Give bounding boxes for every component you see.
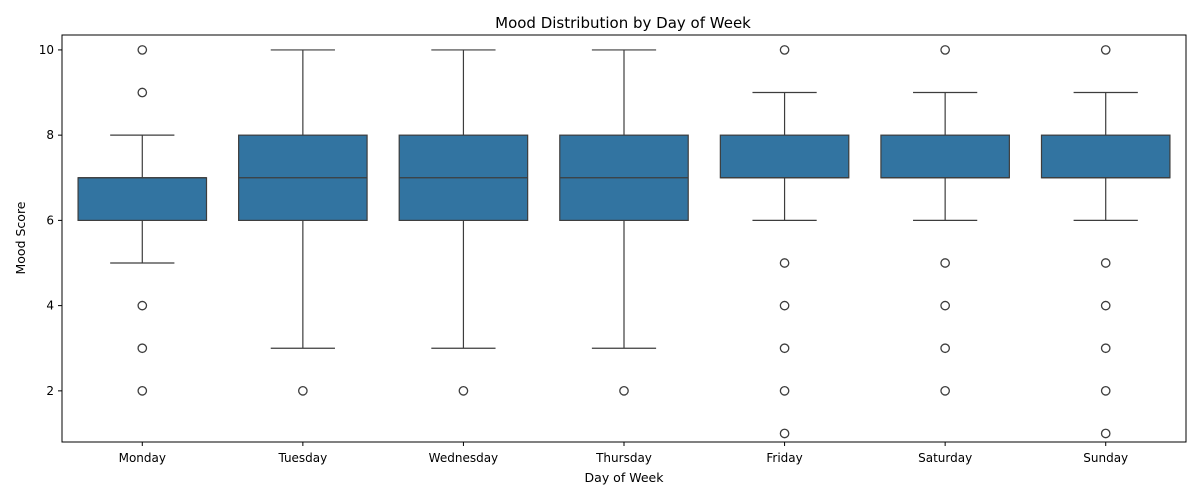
iqr-box: [1040, 134, 1171, 179]
outlier-point: [779, 428, 790, 439]
y-tick-label: 2: [46, 384, 54, 398]
y-tick-label: 10: [39, 43, 54, 57]
box-tuesday: [238, 49, 368, 396]
y-tick-label: 6: [46, 213, 54, 227]
outlier-point: [779, 258, 790, 268]
outlier-point: [779, 300, 790, 311]
outlier-point: [1100, 258, 1111, 268]
outlier-point: [137, 87, 148, 98]
outlier-point: [619, 386, 629, 396]
outlier-point: [940, 343, 950, 354]
y-tick-label: 8: [46, 128, 54, 142]
box-saturday: [880, 45, 1010, 396]
chart-title: Mood Distribution by Day of Week: [495, 14, 751, 32]
x-tick-label: Sunday: [1083, 451, 1128, 465]
outlier-point: [298, 386, 308, 396]
box-monday: [77, 45, 208, 396]
box-wednesday: [398, 49, 529, 396]
outlier-point: [779, 45, 790, 55]
x-tick-label: Wednesday: [429, 451, 498, 465]
x-tick-label: Thursday: [595, 451, 652, 465]
outlier-point: [940, 386, 950, 396]
box-thursday: [559, 49, 689, 396]
outlier-point: [779, 343, 790, 354]
outlier-point: [1100, 428, 1111, 439]
outlier-point: [1100, 45, 1111, 55]
y-tick-label: 4: [46, 299, 54, 313]
plot-area: [77, 45, 1171, 439]
outlier-point: [1100, 300, 1111, 311]
iqr-box: [880, 134, 1010, 179]
axes: Monday Tuesday Wednesday Thursday Friday Satu…: [39, 43, 1128, 465]
outlier-point: [940, 300, 950, 311]
outlier-point: [940, 45, 950, 55]
x-axis-label: Day of Week: [585, 470, 665, 485]
box-friday: [719, 45, 850, 439]
outlier-point: [1100, 343, 1111, 354]
outlier-point: [137, 300, 148, 311]
x-tick-label: Monday: [119, 451, 166, 465]
outlier-point: [137, 45, 148, 55]
iqr-box: [77, 177, 208, 221]
outlier-point: [779, 386, 790, 396]
outlier-point: [458, 386, 469, 396]
x-tick-label: Tuesday: [277, 451, 327, 465]
outlier-point: [940, 258, 950, 268]
y-axis-label: Mood Score: [13, 201, 28, 274]
outlier-point: [137, 343, 148, 354]
box-sunday: [1040, 45, 1171, 439]
x-tick-label: Friday: [766, 451, 802, 465]
outlier-point: [1100, 386, 1111, 396]
outlier-point: [137, 386, 148, 396]
x-tick-label: Saturday: [918, 451, 972, 465]
iqr-box: [719, 134, 850, 179]
